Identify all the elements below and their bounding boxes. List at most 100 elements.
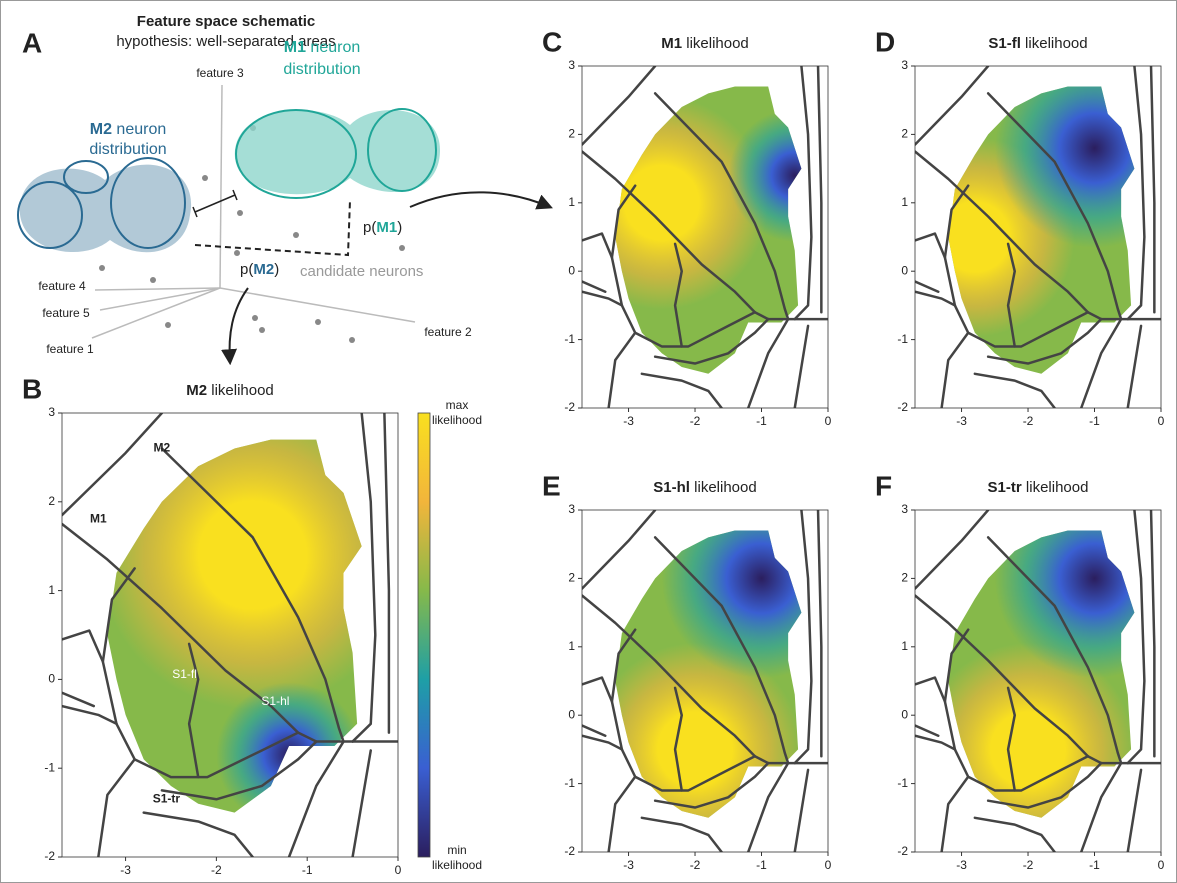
x-tick-label: -3 xyxy=(956,414,967,428)
panel-title: S1-tr likelihood xyxy=(988,479,1089,496)
m2-distribution xyxy=(17,157,192,253)
region-outline xyxy=(816,510,823,758)
y-tick-label: 3 xyxy=(48,405,55,419)
region-outline xyxy=(607,775,637,852)
x-tick-label: -1 xyxy=(756,858,767,872)
map-spot xyxy=(107,439,362,710)
region-outline xyxy=(915,510,990,590)
y-tick-label: 3 xyxy=(901,502,908,516)
map-spot xyxy=(661,530,802,679)
y-tick-label: -1 xyxy=(44,760,55,774)
colorbar-label: likelihood xyxy=(432,413,482,427)
region-outline xyxy=(793,510,813,765)
m2-label: M2 neuron xyxy=(90,121,167,138)
map-spot xyxy=(994,86,1135,248)
feature-label: feature 5 xyxy=(42,306,90,320)
region-outline xyxy=(640,816,723,852)
region-outline xyxy=(915,676,947,703)
x-tick-label: -1 xyxy=(756,414,767,428)
region-outline xyxy=(793,768,810,852)
region-outline xyxy=(986,92,1123,321)
region-outline xyxy=(915,66,990,146)
arrow xyxy=(221,287,249,366)
x-tick-label: -1 xyxy=(302,863,313,877)
y-tick-label: 0 xyxy=(568,263,575,277)
y-tick-label: 0 xyxy=(48,672,55,686)
y-tick-label: -2 xyxy=(564,400,575,414)
heatmap xyxy=(582,66,828,408)
y-tick-label: 2 xyxy=(901,571,908,585)
probability-label: p(M1) xyxy=(363,219,402,236)
region-outline xyxy=(1126,324,1143,408)
y-tick-label: -2 xyxy=(897,844,908,858)
y-tick-label: 1 xyxy=(568,639,575,653)
y-tick-label: 1 xyxy=(48,583,55,597)
probability-label: p(M2) xyxy=(240,261,279,278)
schematic-title: Feature space schematic xyxy=(137,13,315,30)
region-outline xyxy=(986,317,1103,365)
region-outline xyxy=(351,749,373,857)
panel-title: M1 likelihood xyxy=(661,35,749,52)
y-tick-label: 0 xyxy=(568,707,575,721)
region-outline xyxy=(160,447,345,743)
panel-title: S1-fl likelihood xyxy=(988,35,1087,52)
x-tick-label: 0 xyxy=(395,863,402,877)
panel-label: F xyxy=(875,470,892,501)
heatmap xyxy=(582,510,828,852)
panel-label: A xyxy=(22,27,42,58)
y-tick-label: -2 xyxy=(564,844,575,858)
heatmap xyxy=(915,510,1161,852)
region-outline xyxy=(653,761,770,809)
region-outline xyxy=(915,734,957,751)
x-tick-label: -2 xyxy=(690,858,701,872)
panel-title: M2 likelihood xyxy=(186,382,274,399)
m2-label: distribution xyxy=(89,141,166,158)
likelihood-map xyxy=(948,86,1135,374)
feature-label: feature 2 xyxy=(424,325,472,339)
map-spot xyxy=(994,530,1135,679)
x-tick-label: 0 xyxy=(825,414,832,428)
feature-label: feature 3 xyxy=(196,66,244,80)
panel-title: S1-hl likelihood xyxy=(653,479,756,496)
region-outline xyxy=(582,734,624,751)
region-outline xyxy=(915,724,940,737)
region-label: M1 xyxy=(90,512,107,526)
heatmap xyxy=(915,66,1161,408)
region-outline xyxy=(673,686,683,792)
x-tick-label: -1 xyxy=(1089,858,1100,872)
x-tick-label: -3 xyxy=(956,858,967,872)
region-outline xyxy=(62,704,118,726)
y-tick-label: 3 xyxy=(901,58,908,72)
x-tick-label: -3 xyxy=(623,414,634,428)
panel-label: C xyxy=(542,26,562,57)
m1-label: M1 neuron xyxy=(284,39,361,56)
region-outline xyxy=(582,280,607,293)
y-tick-label: 2 xyxy=(901,127,908,141)
region-outline xyxy=(287,740,345,857)
region-outline xyxy=(142,811,254,857)
y-tick-label: -2 xyxy=(897,400,908,414)
colorbar-label: likelihood xyxy=(432,858,482,872)
region-outline xyxy=(986,761,1103,809)
y-tick-label: 3 xyxy=(568,502,575,516)
region-outline xyxy=(673,242,683,348)
x-tick-label: 0 xyxy=(1158,414,1165,428)
region-label: S1-fl xyxy=(172,667,197,681)
feature-label: feature 1 xyxy=(46,342,94,356)
region-outline xyxy=(940,775,970,852)
region-outline xyxy=(1126,510,1146,765)
distance-lines xyxy=(194,199,351,257)
region-outline xyxy=(915,232,947,259)
region-outline xyxy=(582,66,657,146)
region-outline xyxy=(816,66,823,314)
x-tick-label: 0 xyxy=(825,858,832,872)
region-outline xyxy=(793,66,813,321)
y-tick-label: -1 xyxy=(564,776,575,790)
y-tick-label: 2 xyxy=(568,571,575,585)
y-tick-label: 1 xyxy=(901,195,908,209)
region-outline xyxy=(351,413,377,743)
region-outline xyxy=(582,676,614,703)
region-outline xyxy=(653,92,790,321)
axes-box xyxy=(61,412,399,858)
